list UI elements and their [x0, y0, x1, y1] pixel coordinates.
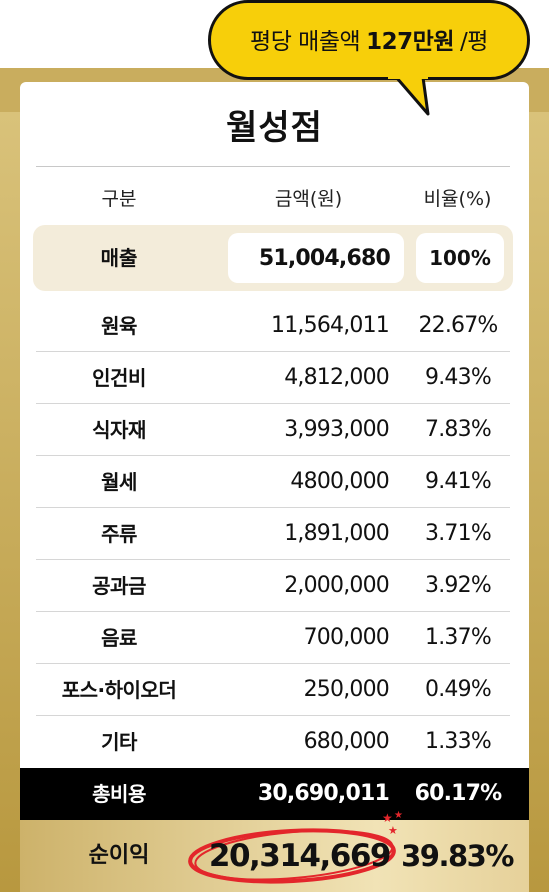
- speech-bubble: [208, 0, 530, 80]
- gold-frame-left: [0, 112, 22, 892]
- store-title: 월성점: [226, 108, 323, 148]
- row-amount: 11,564,011: [271, 313, 390, 338]
- sales-amount-box: [228, 233, 404, 283]
- table-row: 음료 700,000 1.37%: [36, 612, 510, 664]
- bubble-suffix: /평: [460, 29, 488, 55]
- title-divider: [36, 166, 510, 167]
- header-category: 구분: [101, 188, 137, 210]
- header-ratio: 비율(%): [423, 188, 492, 210]
- row-label: 기타: [101, 730, 137, 754]
- row-amount: 680,000: [303, 729, 390, 754]
- profit-amount: 20,314,669: [208, 838, 392, 874]
- row-ratio: 3.92%: [425, 573, 492, 598]
- sales-ratio-box: [416, 233, 504, 283]
- table-row: 공과금 2,000,000 3.92%: [36, 560, 510, 612]
- total-label: 총비용: [92, 782, 146, 806]
- row-amount: 250,000: [303, 677, 390, 702]
- row-divider: [36, 455, 510, 456]
- total-amount: 30,690,011: [257, 781, 390, 806]
- row-label: 공과금: [92, 574, 146, 598]
- sales-amount: 51,004,680: [258, 246, 391, 271]
- table-row: 원육 11,564,011 22.67%: [36, 300, 510, 352]
- gold-frame-right: [527, 112, 549, 892]
- row-ratio: 0.49%: [425, 677, 492, 702]
- sparkle-stars-icon: ★ ★ ★: [382, 810, 403, 837]
- row-ratio: 1.33%: [425, 729, 492, 754]
- row-divider: [36, 351, 510, 352]
- row-label: 주류: [101, 522, 137, 546]
- bubble-highlight: 127만원: [366, 29, 455, 55]
- row-label: 음료: [101, 626, 137, 650]
- row-divider: [36, 663, 510, 664]
- table-row: 인건비 4,812,000 9.43%: [36, 352, 510, 404]
- profit-label: 순이익: [88, 843, 150, 868]
- row-ratio: 7.83%: [425, 417, 492, 442]
- total-cost-content: 총비용 30,690,011 60.17%: [36, 768, 510, 820]
- row-divider: [36, 403, 510, 404]
- table-row: 월세 4800,000 9.41%: [36, 456, 510, 508]
- row-divider: [36, 559, 510, 560]
- bubble-prefix: 평당 매출액: [250, 29, 361, 55]
- sales-ratio: 100%: [429, 246, 491, 270]
- report-card: [20, 82, 529, 892]
- row-label: 식자재: [92, 418, 146, 442]
- row-amount: 1,891,000: [284, 521, 390, 546]
- row-label: 포스·하이오더: [61, 678, 177, 702]
- highlight-circle-icon: [188, 828, 396, 884]
- row-ratio: 3.71%: [425, 521, 492, 546]
- row-divider: [36, 715, 510, 716]
- table-row: 식자재 3,993,000 7.83%: [36, 404, 510, 456]
- row-divider: [36, 507, 510, 508]
- speech-bubble-tail: [388, 70, 430, 116]
- row-ratio: 9.41%: [425, 469, 492, 494]
- sales-label: 매출: [100, 246, 138, 270]
- total-cost-row: [20, 768, 529, 820]
- row-ratio: 9.43%: [425, 365, 492, 390]
- row-ratio: 22.67%: [418, 313, 498, 338]
- row-divider: [36, 611, 510, 612]
- row-label: 인건비: [92, 366, 146, 390]
- header-amount: 금액(원): [274, 188, 343, 210]
- row-amount: 4,812,000: [284, 365, 390, 390]
- table-row: 포스·하이오더 250,000 0.49%: [36, 664, 510, 716]
- row-amount: 3,993,000: [284, 417, 390, 442]
- bubble-text: 평당 매출액 127만원 /평: [208, 0, 530, 78]
- svg-text:★: ★: [382, 811, 393, 825]
- table-row: 기타 680,000 1.33%: [36, 716, 510, 768]
- table-row: 주류 1,891,000 3.71%: [36, 508, 510, 560]
- row-ratio: 1.37%: [425, 625, 492, 650]
- row-amount: 2,000,000: [284, 573, 390, 598]
- total-ratio: 60.17%: [414, 781, 503, 806]
- svg-text:★: ★: [388, 824, 398, 837]
- row-amount: 4800,000: [290, 469, 389, 494]
- profit-ratio: 39.83%: [401, 839, 514, 873]
- row-label: 월세: [101, 470, 137, 494]
- svg-text:★: ★: [394, 810, 403, 821]
- row-label: 원육: [101, 314, 137, 338]
- row-amount: 700,000: [303, 625, 390, 650]
